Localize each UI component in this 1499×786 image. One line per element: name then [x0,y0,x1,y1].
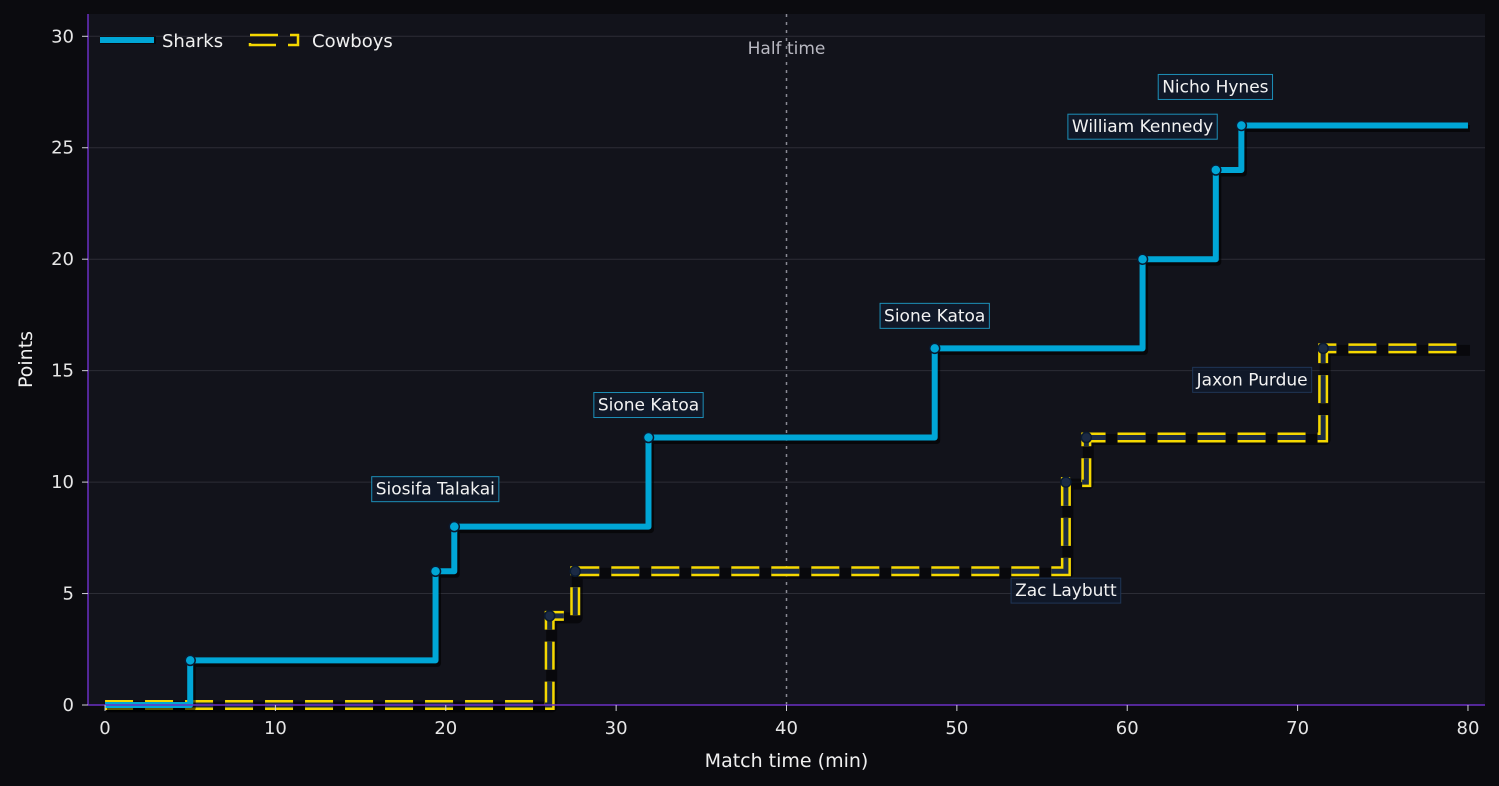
annotation-siosifa-talakai: Siosifa Talakai [371,476,500,503]
y-tick-label: 0 [63,695,74,716]
annotation-jaxon-purdue: Jaxon Purdue [1192,366,1313,393]
series-sharks [105,119,1470,712]
y-tick-label: 15 [51,361,74,382]
score-point [1317,342,1329,355]
score-point [1060,476,1072,488]
legend-swatch [248,33,300,47]
x-tick-label: 40 [775,718,798,739]
annotation-label: Sione Katoa [598,396,699,416]
annotation-box [879,302,990,329]
annotation-label: Siosifa Talakai [376,480,495,500]
x-tick-label: 80 [1457,718,1480,739]
legend-item-cowboys: Cowboys [248,31,393,52]
score-point [184,654,196,667]
annotation-box [1192,366,1313,393]
annotation-sione-katoa: Sione Katoa [593,392,704,419]
x-axis-ticks: 0 10 20 30 40 50 60 70 80 [99,705,1479,739]
annotation-box [1010,577,1122,604]
score-point [1080,431,1093,444]
score-point [1210,164,1222,176]
annotation-label: William Kennedy [1072,117,1213,137]
x-tick-label: 0 [99,718,110,739]
half-time-label: Half time [748,39,826,59]
scorer-annotations: Siosifa Talakai Sione Katoa Sione Katoa Wil… [371,73,1313,604]
x-tick-label: 70 [1286,718,1309,739]
score-point [642,431,655,444]
annotation-zac-laybutt: Zac Laybutt [1010,577,1122,604]
score-point [928,342,941,355]
y-axis-label: Points [15,331,37,388]
annotation-sione-katoa: Sione Katoa [879,302,990,329]
y-tick-label: 10 [51,472,74,493]
series-line-inner [105,345,1468,708]
annotation-label: Jaxon Purdue [1196,370,1308,390]
x-tick-label: 60 [1116,718,1139,739]
x-tick-label: 50 [945,718,968,739]
y-tick-label: 5 [63,584,74,605]
series-cowboys [105,342,1470,713]
score-point [543,610,556,622]
score-point [1235,119,1248,132]
x-tick-label: 10 [264,718,287,739]
score-point [569,565,581,578]
legend-label: Cowboys [312,31,393,52]
x-tick-label: 20 [434,718,457,739]
annotation-box [1157,73,1274,100]
annotation-william-kennedy: William Kennedy [1067,113,1218,140]
score-point [1136,253,1149,265]
legend-item-sharks: Sharks [100,31,223,52]
annotation-box [593,392,704,419]
x-axis-label: Match time (min) [705,750,869,772]
annotation-nicho-hynes: Nicho Hynes [1157,73,1274,100]
annotation-label: Nicho Hynes [1162,77,1268,97]
y-tick-label: 30 [51,26,74,47]
annotation-box [371,476,500,503]
x-tick-label: 30 [605,718,628,739]
y-tick-label: 25 [51,138,74,159]
half-time-marker: Half time [748,14,826,705]
y-axis-ticks: 0 5 10 15 20 25 30 [51,26,88,716]
legend: Sharks Cowboys [100,31,393,52]
score-point [429,565,442,578]
y-tick-label: 20 [51,249,74,270]
annotation-box [1067,113,1218,140]
annotation-label: Zac Laybutt [1015,581,1117,601]
legend-label: Sharks [162,31,223,52]
annotation-label: Sione Katoa [884,306,985,326]
score-point [448,520,461,533]
series-lines [105,119,1470,713]
